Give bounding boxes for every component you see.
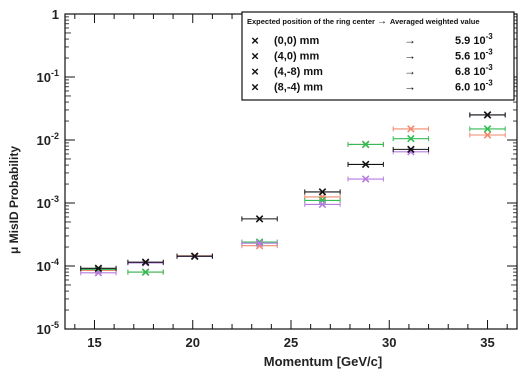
legend-marker: × (251, 33, 259, 48)
data-point (392, 134, 430, 143)
data-point (304, 200, 341, 209)
legend-marker: × (251, 64, 259, 79)
point-marker (318, 200, 327, 209)
legend-box (241, 11, 515, 101)
point-marker (483, 131, 492, 139)
point-marker (361, 160, 370, 169)
point-marker (483, 111, 492, 119)
point-marker (318, 188, 327, 196)
point-marker (407, 125, 415, 133)
data-point (347, 175, 384, 183)
y-tick-label: 10-4 (37, 257, 59, 274)
legend-label: (4,-8) mm (274, 66, 323, 78)
point-marker (361, 175, 370, 183)
x-tick-label: 35 (480, 335, 494, 350)
x-tick-label: 30 (382, 335, 396, 350)
data-point (241, 215, 278, 223)
data-point (392, 125, 430, 133)
point-marker (190, 252, 199, 260)
legend-label: (8,-4) mm (274, 82, 323, 94)
point-marker (255, 238, 264, 246)
data-point (347, 140, 384, 149)
data-point (469, 131, 506, 139)
legend-label: (0,0) mm (274, 35, 319, 47)
data-point (127, 258, 164, 266)
y-tick-label: 10-1 (37, 68, 59, 85)
legend-arrow: → (404, 80, 416, 94)
x-tick-label: 20 (186, 335, 200, 350)
legend-value: 6.0 10-3 (455, 79, 493, 94)
legend-arrow: → (404, 33, 416, 47)
legend-label: (4,0) mm (274, 51, 319, 63)
legend-header: Expected position of the ring center → A… (247, 16, 480, 27)
legend-value: 5.9 10-3 (455, 32, 493, 47)
y-tick-label: 10-3 (37, 194, 59, 211)
data-point (176, 252, 213, 260)
data-point (469, 125, 506, 133)
data-marks (80, 111, 506, 277)
data-point (392, 145, 430, 154)
legend-arrow: → (404, 49, 416, 63)
y-tick-label: 1 (52, 7, 59, 22)
x-tick-label: 15 (87, 335, 101, 350)
legend-marker: × (251, 80, 259, 95)
legend: Expected position of the ring center → A… (241, 11, 515, 101)
data-point (304, 188, 341, 196)
data-point (347, 160, 384, 169)
series-4 (80, 111, 506, 273)
point-marker (255, 215, 264, 223)
legend-value: 6.8 10-3 (455, 63, 493, 78)
point-marker (94, 264, 103, 273)
data-point (80, 264, 117, 273)
y-tick-label: 10-5 (37, 320, 59, 337)
legend-arrow: → (404, 64, 416, 78)
x-axis-title: Momentum [GeV/c] (264, 354, 382, 369)
data-point (469, 111, 506, 119)
y-tick-label: 10-2 (37, 131, 59, 148)
point-marker (361, 140, 370, 149)
data-point (127, 268, 164, 276)
y-axis-title: μ MisID Probability (7, 146, 21, 254)
data-point (241, 239, 278, 247)
point-marker (407, 145, 415, 154)
point-marker (141, 258, 150, 266)
point-marker (483, 125, 492, 133)
point-marker (407, 134, 415, 143)
legend-marker: × (251, 49, 259, 64)
x-tick-label: 25 (284, 335, 298, 350)
legend-value: 5.6 10-3 (455, 48, 493, 63)
point-marker (141, 268, 150, 276)
point-marker (255, 239, 264, 247)
